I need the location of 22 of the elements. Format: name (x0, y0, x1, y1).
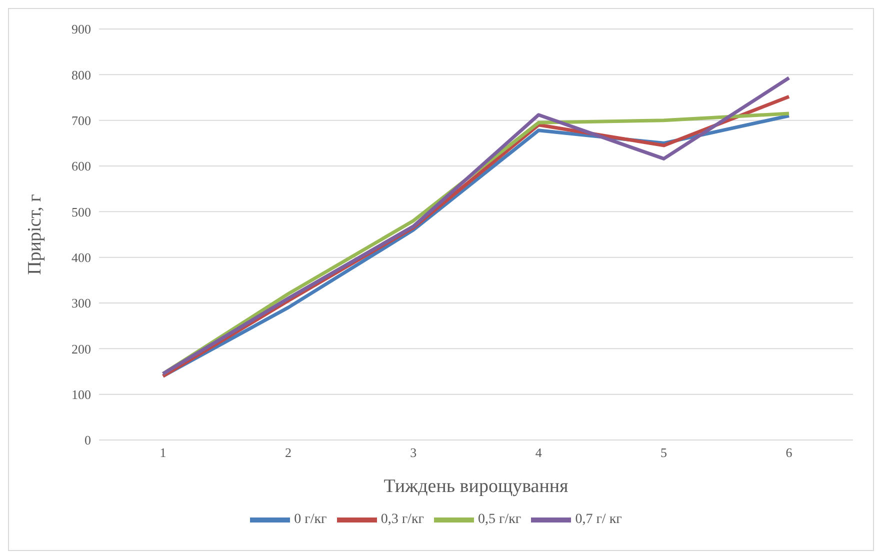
y-tick-label: 700 (72, 112, 91, 128)
x-tick-label: 2 (284, 445, 292, 460)
y-tick-label: 400 (72, 250, 91, 265)
x-tick-label: 6 (786, 445, 793, 460)
x-tick-label: 3 (410, 445, 417, 460)
x-tick-label: 1 (160, 445, 166, 460)
legend-label: 0,3 г/кг (380, 512, 424, 528)
x-tick-label: 5 (660, 445, 668, 460)
y-tick-label: 0 (84, 432, 91, 448)
y-tick-label: 900 (72, 22, 91, 37)
x-tick-label: 4 (535, 445, 542, 460)
legend-label: 0,5 г/кг (478, 512, 522, 528)
y-axis-title: Приріст, г (24, 194, 46, 275)
x-axis-title: Тиждень вирощування (384, 476, 569, 497)
y-tick-label: 600 (72, 158, 91, 174)
y-tick-label: 800 (72, 67, 91, 82)
y-tick-label: 100 (72, 386, 91, 402)
legend-label: 0,7 г/ кг (575, 512, 622, 528)
y-tick-label: 200 (72, 341, 91, 356)
legend-label: 0 г/кг (294, 512, 327, 528)
y-tick-label: 300 (72, 296, 91, 311)
y-tick-label: 500 (72, 204, 91, 220)
